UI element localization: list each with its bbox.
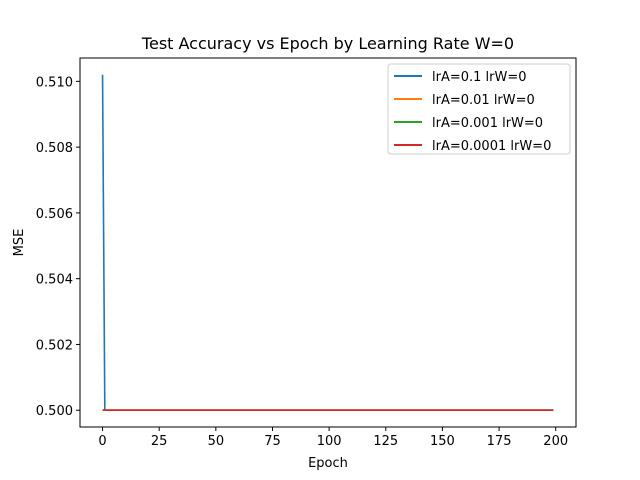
legend-label: lrA=0.001 lrW=0: [432, 116, 543, 131]
chart-title: Test Accuracy vs Epoch by Learning Rate …: [141, 34, 514, 53]
legend-label: lrA=0.0001 lrW=0: [432, 139, 551, 154]
plot-frame: [79, 57, 577, 428]
y-tick-label: 0.502: [36, 338, 73, 353]
x-tick-label: 100: [317, 434, 342, 449]
legend: lrA=0.1 lrW=0 lrA=0.01 lrW=0 lrA=0.001 lrW…: [387, 63, 571, 155]
x-tick-label: 0: [98, 434, 106, 449]
plot-area: [101, 74, 554, 412]
x-tick-label: 150: [430, 434, 455, 449]
legend-box: [387, 63, 571, 155]
y-tick-label: 0.504: [36, 273, 73, 288]
y-axis-label: MSE: [12, 229, 27, 257]
x-tick-label: 200: [543, 434, 568, 449]
x-axis-label: Epoch: [308, 456, 348, 471]
x-tick-label: 125: [373, 434, 398, 449]
legend-label: lrA=0.1 lrW=0: [432, 70, 527, 85]
y-tick-label: 0.500: [36, 404, 73, 419]
x-tick-label: 25: [151, 434, 168, 449]
y-tick-label: 0.506: [36, 207, 73, 222]
x-tick-label: 75: [264, 434, 281, 449]
y-axis: 0.500 0.502 0.504 0.506 0.508 0.510: [36, 75, 80, 419]
x-tick-label: 50: [208, 434, 225, 449]
x-axis: 0 25 50 75 100 125 150 175 200: [98, 427, 568, 449]
x-tick-label: 175: [487, 434, 512, 449]
y-tick-label: 0.510: [36, 75, 73, 90]
y-tick-label: 0.508: [36, 141, 73, 156]
legend-label: lrA=0.01 lrW=0: [432, 93, 535, 108]
